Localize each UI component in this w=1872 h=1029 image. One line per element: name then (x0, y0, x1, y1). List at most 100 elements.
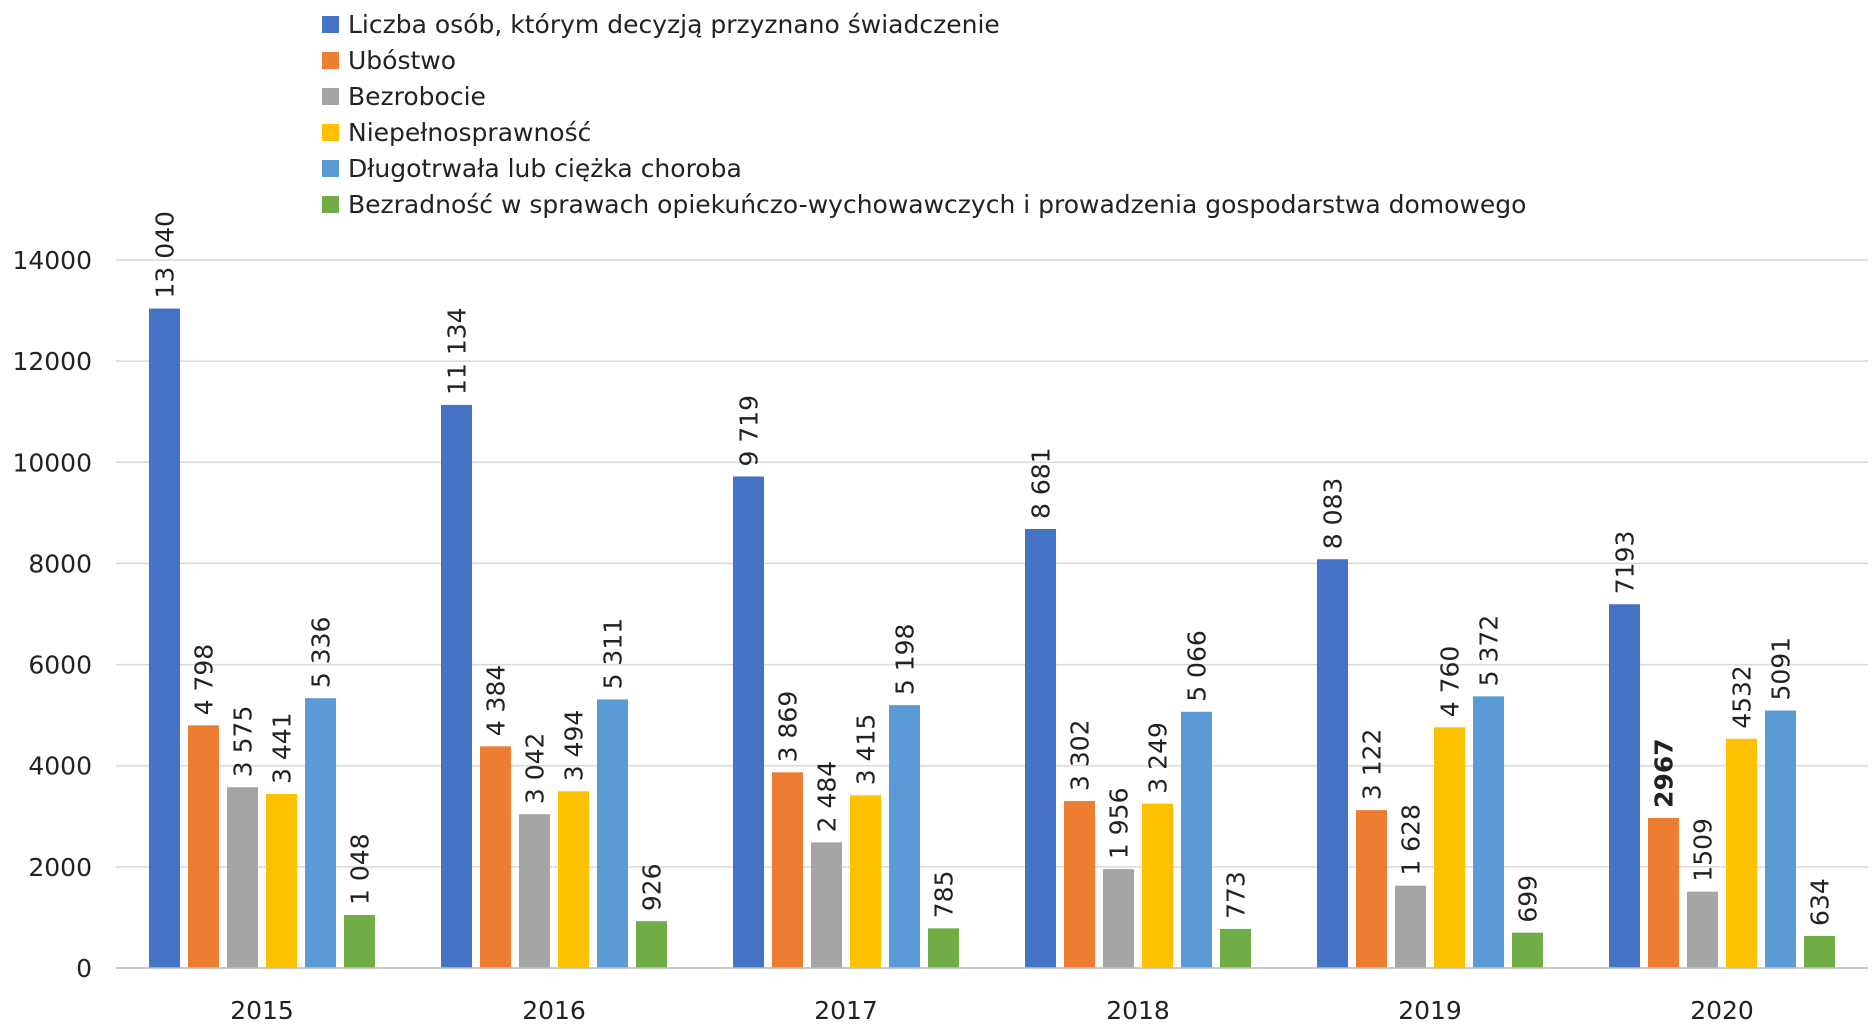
bar-2020-series-4 (1726, 738, 1757, 968)
legend-item: Bezradność w sprawach opiekuńczo-wychowa… (322, 186, 1526, 222)
legend-swatch (322, 195, 339, 213)
data-label: 2967 (1650, 738, 1679, 808)
data-label: 7193 (1611, 531, 1640, 595)
legend-item: Liczba osób, którym decyzją przyznano św… (322, 6, 1526, 42)
y-tick-label: 2000 (28, 853, 92, 882)
data-label: 1 956 (1105, 788, 1134, 860)
data-label: 3 122 (1358, 729, 1387, 801)
bar-2018-series-3 (1103, 869, 1134, 968)
legend-swatch (322, 159, 339, 177)
y-tick-label: 14000 (12, 246, 92, 275)
bar-2015-series-3 (227, 787, 258, 968)
bar-2018-series-4 (1142, 803, 1173, 968)
data-label: 634 (1806, 878, 1835, 926)
data-label: 4532 (1728, 665, 1757, 729)
data-label: 8 681 (1027, 447, 1056, 519)
y-tick-label: 0 (76, 954, 92, 983)
x-tick-label: 2015 (230, 996, 294, 1024)
bar-2019-series-3 (1395, 885, 1426, 968)
legend-swatch (322, 123, 339, 141)
bars (149, 308, 1835, 968)
data-label: 785 (930, 871, 959, 919)
bar-2017-series-2 (772, 772, 803, 968)
data-label: 5 336 (307, 617, 336, 689)
x-tick-label: 2018 (1106, 996, 1170, 1024)
bar-2015-series-2 (188, 725, 219, 968)
bar-2015-series-6 (344, 915, 375, 968)
data-label: 11 134 (443, 307, 472, 394)
x-tick-label: 2017 (814, 996, 878, 1024)
bar-2019-series-6 (1512, 932, 1543, 968)
bar-2020-series-3 (1687, 891, 1718, 968)
y-tick-label: 4000 (28, 752, 92, 781)
legend: Liczba osób, którym decyzją przyznano św… (322, 6, 1526, 222)
legend-label: Liczba osób, którym decyzją przyznano św… (348, 9, 1000, 39)
bar-2019-series-4 (1434, 727, 1465, 968)
data-label: 1509 (1689, 818, 1718, 882)
legend-item: Ubóstwo (322, 42, 1526, 78)
legend-swatch (322, 15, 339, 33)
data-label: 13 040 (151, 211, 180, 298)
bar-2016-series-6 (636, 921, 667, 968)
bar-2017-series-4 (850, 795, 881, 968)
legend-label: Bezradność w sprawach opiekuńczo-wychowa… (348, 189, 1527, 219)
data-label: 4 760 (1436, 646, 1465, 718)
data-labels: 13 040 4 798 3 575 3 441 5 336 1 048 11 134 4 3… (151, 211, 1835, 926)
data-label: 4 384 (482, 665, 511, 737)
y-tick-label: 12000 (12, 347, 92, 376)
data-label: 773 (1222, 871, 1251, 919)
bar-2020-series-2 (1648, 817, 1679, 968)
y-tick-label: 6000 (28, 651, 92, 680)
bar-2017-series-3 (811, 842, 842, 968)
data-label: 699 (1514, 875, 1543, 923)
legend-item: Bezrobocie (322, 78, 1526, 114)
bar-2018-series-1 (1025, 528, 1056, 968)
x-tick-label: 2016 (522, 996, 586, 1024)
legend-label: Niepełnosprawność (348, 117, 592, 147)
data-label: 8 083 (1319, 478, 1348, 550)
data-label: 3 575 (229, 706, 258, 778)
legend-label: Bezrobocie (348, 81, 486, 111)
data-label: 3 415 (852, 714, 881, 786)
x-tick-label: 2020 (1690, 996, 1754, 1024)
legend-swatch (322, 51, 339, 69)
bar-2017-series-1 (733, 476, 764, 968)
bar-2016-series-2 (480, 746, 511, 968)
bar-2016-series-4 (558, 791, 589, 968)
bar-2020-series-5 (1765, 710, 1796, 968)
data-label: 926 (638, 863, 667, 911)
bar-2018-series-6 (1220, 928, 1251, 968)
bar-2016-series-3 (519, 814, 550, 968)
bar-2018-series-2 (1064, 801, 1095, 968)
bar-2018-series-5 (1181, 711, 1212, 968)
data-label: 4 798 (190, 644, 219, 716)
data-label: 9 719 (735, 395, 764, 467)
bar-2020-series-1 (1609, 604, 1640, 968)
bar-2019-series-1 (1317, 559, 1348, 968)
data-label: 5091 (1767, 637, 1796, 701)
data-label: 5 066 (1183, 630, 1212, 702)
y-tick-label: 8000 (28, 549, 92, 578)
data-label: 5 372 (1475, 615, 1504, 687)
data-label: 2 484 (813, 761, 842, 833)
bar-2019-series-2 (1356, 810, 1387, 968)
legend-item: Niepełnosprawność (322, 114, 1526, 150)
axes: 0 2000 4000 6000 8000 10000 12000 14000 2015 2016… (12, 246, 1868, 1025)
bar-2015-series-1 (149, 308, 180, 968)
data-label: 3 249 (1144, 722, 1173, 794)
x-tick-label: 2019 (1398, 996, 1462, 1024)
y-tick-label: 10000 (12, 448, 92, 477)
legend-item: Długotrwała lub ciężka choroba (322, 150, 1526, 186)
legend-label: Ubóstwo (348, 45, 457, 75)
bar-2017-series-5 (889, 705, 920, 968)
data-label: 5 198 (891, 624, 920, 696)
data-label: 5 311 (599, 618, 628, 690)
gridlines (116, 259, 1868, 969)
bar-2016-series-1 (441, 404, 472, 968)
data-label: 3 042 (521, 733, 550, 805)
data-label: 3 869 (774, 691, 803, 763)
bar-2016-series-5 (597, 699, 628, 968)
data-label: 1 628 (1397, 804, 1426, 876)
